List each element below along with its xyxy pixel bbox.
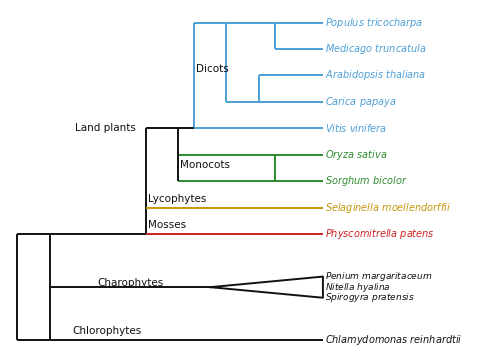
Text: $\it{Vitis\ vinifera}$: $\it{Vitis\ vinifera}$	[325, 122, 388, 134]
Text: $\it{Medicago\ truncatula}$: $\it{Medicago\ truncatula}$	[325, 42, 427, 56]
Text: Land plants: Land plants	[75, 123, 136, 134]
Text: $\it{Nitella\ hyalina}$: $\it{Nitella\ hyalina}$	[325, 281, 391, 294]
Text: $\it{Arabidopsis\ thaliana}$: $\it{Arabidopsis\ thaliana}$	[325, 68, 427, 82]
Text: Dicots: Dicots	[196, 64, 228, 74]
Text: $\it{Penium\ margaritaceum}$: $\it{Penium\ margaritaceum}$	[325, 270, 433, 283]
Text: Chlorophytes: Chlorophytes	[72, 326, 142, 336]
Text: $\it{Physcomitrella\ patens}$: $\it{Physcomitrella\ patens}$	[325, 227, 435, 241]
Text: $\it{Carica\ papaya}$: $\it{Carica\ papaya}$	[325, 95, 397, 109]
Text: $\it{Spirogyra\ pratensis}$: $\it{Spirogyra\ pratensis}$	[325, 291, 415, 304]
Text: $\it{Chlamydomonas\ reinhardtii}$: $\it{Chlamydomonas\ reinhardtii}$	[325, 333, 463, 347]
Text: Monocots: Monocots	[180, 161, 230, 170]
Text: $\it{Populus\ tricocharpa}$: $\it{Populus\ tricocharpa}$	[325, 15, 424, 30]
Text: Charophytes: Charophytes	[98, 278, 164, 288]
Text: $\it{Oryza\ sativa}$: $\it{Oryza\ sativa}$	[325, 148, 388, 162]
Text: $\it{Selaginella\ moellendorffii}$: $\it{Selaginella\ moellendorffii}$	[325, 201, 452, 215]
Text: Mosses: Mosses	[148, 220, 186, 230]
Text: $\it{Sorghum\ bicolor}$: $\it{Sorghum\ bicolor}$	[325, 174, 408, 188]
Text: Lycophytes: Lycophytes	[148, 194, 206, 203]
